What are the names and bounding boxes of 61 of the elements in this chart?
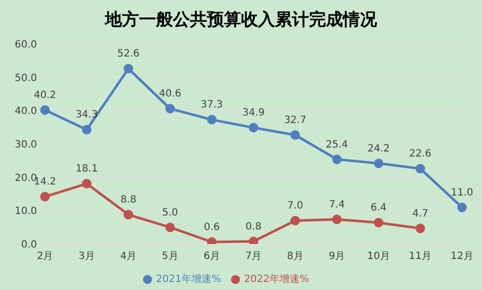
data-label: 14.2 [34,176,56,188]
x-tick-label: 2月 [36,251,54,262]
data-label: 34.9 [242,108,265,119]
data-label: 37.3 [200,100,223,111]
chart-title: 地方一般公共预算收入累计完成情况 [104,9,378,32]
data-label: 40.2 [34,90,56,101]
data-label: 52.6 [117,48,140,60]
data-label: 24.2 [367,143,390,154]
y-tick-label: 30.0 [14,140,37,151]
point [40,105,50,115]
y-tick-label: 0.0 [21,240,37,251]
point [248,122,258,132]
legend-label: 2021年增速% [156,274,221,285]
point [457,202,467,212]
x-tick-label: 6月 [204,251,220,262]
y-tick-label: 60.0 [14,40,37,51]
legend-label: 2022年增速% [244,274,309,285]
point [124,64,134,74]
data-label: 6.4 [370,202,387,214]
point [290,216,300,226]
y-tick-label: 10.0 [14,206,37,218]
x-tick-label: 8月 [287,251,304,262]
x-tick-label: 9月 [328,251,346,262]
point [207,114,217,124]
x-tick-label: 12月 [450,251,474,262]
point [416,224,426,234]
point [248,236,258,244]
data-label: 0.6 [204,222,220,233]
data-label: 40.6 [158,88,182,100]
x-tick-label: 5月 [162,251,178,262]
data-label: 18.1 [76,164,98,175]
data-label: 7.4 [328,199,345,210]
point [332,214,342,224]
point [124,210,134,220]
x-tick-label: 7月 [245,251,262,262]
data-label: 0.8 [246,221,262,232]
data-label: 4.7 [412,208,428,220]
point [332,154,342,164]
data-label: 8.8 [120,194,136,206]
x-tick-label: 11月 [408,251,432,262]
point [416,164,426,174]
y-tick-label: 40.0 [14,106,37,118]
point [82,178,92,188]
point [374,218,384,228]
point [290,130,300,140]
y-tick-label: 50.0 [14,72,37,84]
data-label: 11.0 [450,187,474,198]
data-label: 7.0 [287,200,304,212]
data-label: 25.4 [326,139,348,150]
point [374,158,384,168]
data-label: 22.6 [409,148,432,160]
data-label: 5.0 [162,207,178,218]
x-tick-label: 3月 [78,251,95,262]
point [207,237,217,244]
data-label: 32.7 [284,115,306,126]
x-tick-label: 10月 [367,251,390,262]
point [165,222,175,232]
point [165,104,175,114]
point [82,124,92,134]
point [40,192,50,202]
x-tick-label: 4月 [120,251,137,262]
